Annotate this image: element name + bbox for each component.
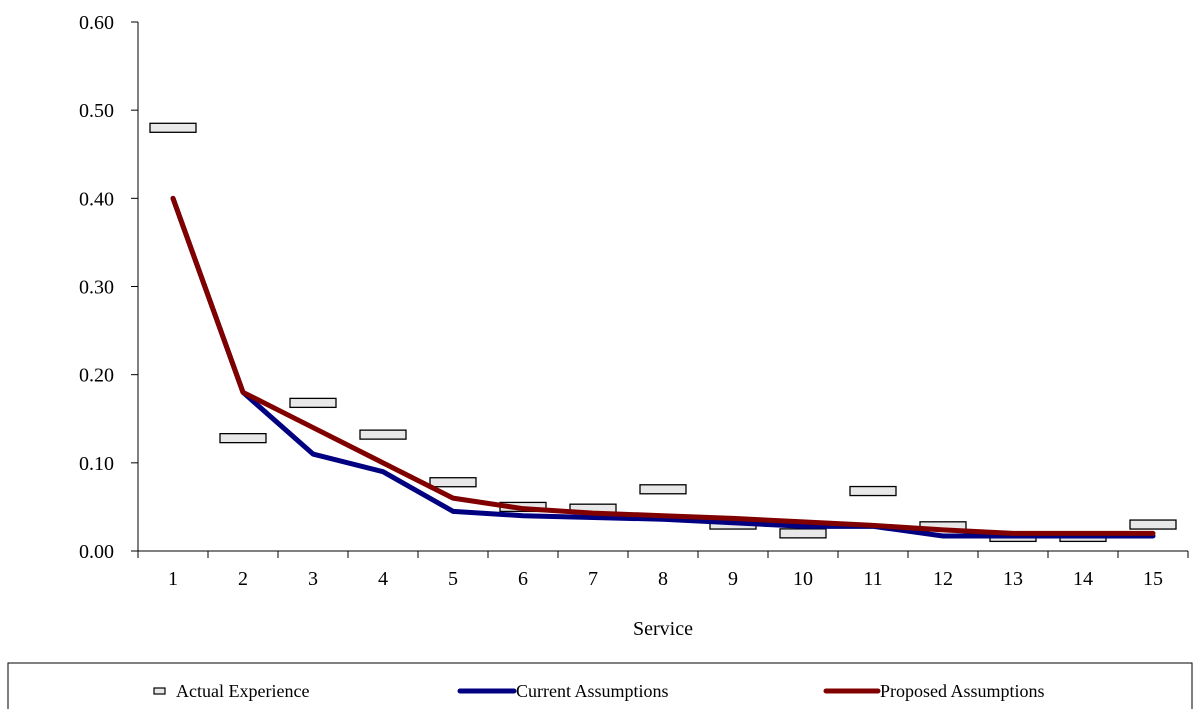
- x-tick-label: 1: [168, 568, 178, 590]
- y-tick-label: 0.20: [79, 365, 114, 387]
- x-tick-label: 15: [1143, 568, 1163, 590]
- legend-label: Proposed Assumptions: [880, 681, 1045, 701]
- actual-experience-marker: [289, 397, 337, 409]
- x-tick-label: 14: [1073, 568, 1093, 590]
- actual-experience-marker: [1129, 519, 1177, 530]
- actual-experience-marker: [639, 484, 687, 495]
- x-tick-label: 2: [238, 568, 248, 590]
- plot-area: 0.000.100.200.300.400.500.601 2 3 4 5 6 7 8 9 10 1…: [79, 12, 1189, 640]
- legend: Actual Experience Current Assumptions Prop…: [7, 662, 1193, 709]
- legend-label: Actual Experience: [176, 681, 309, 701]
- actual-experience-marker: [149, 122, 197, 133]
- x-axis-title: Service: [633, 618, 693, 640]
- x-tick-label: 13: [1003, 568, 1023, 590]
- y-tick-label: 0.30: [79, 277, 114, 299]
- y-tick-label: 0.40: [79, 188, 114, 210]
- x-tick-label: 6: [518, 568, 528, 590]
- x-tick-label: 5: [448, 568, 458, 590]
- legend-marker-icon: [153, 687, 166, 695]
- y-tick-label: 0.00: [79, 541, 114, 563]
- series-line-proposed-assumptions: [170, 195, 1156, 536]
- actual-experience-marker: [219, 432, 267, 444]
- y-tick-label: 0.10: [79, 453, 114, 475]
- y-tick-label: 0.50: [79, 100, 114, 122]
- x-tick-label: 4: [378, 568, 388, 590]
- actual-experience-marker: [779, 528, 827, 539]
- x-tick-label: 10: [793, 568, 813, 590]
- x-tick-label: 7: [588, 568, 598, 590]
- series-line-current-assumptions: [170, 195, 1156, 539]
- actual-experience-marker: [359, 429, 407, 440]
- actual-experience-marker: [849, 485, 897, 497]
- x-tick-label: 12: [933, 568, 953, 590]
- y-tick-label: 0.60: [79, 12, 114, 34]
- x-tick-label: 11: [863, 568, 882, 590]
- x-tick-label: 9: [728, 568, 738, 590]
- legend-label: Current Assumptions: [516, 681, 669, 701]
- x-tick-label: 3: [308, 568, 318, 590]
- actual-experience-marker: [429, 477, 477, 488]
- legend-box: [7, 662, 1193, 709]
- x-tick-label: 8: [658, 568, 668, 590]
